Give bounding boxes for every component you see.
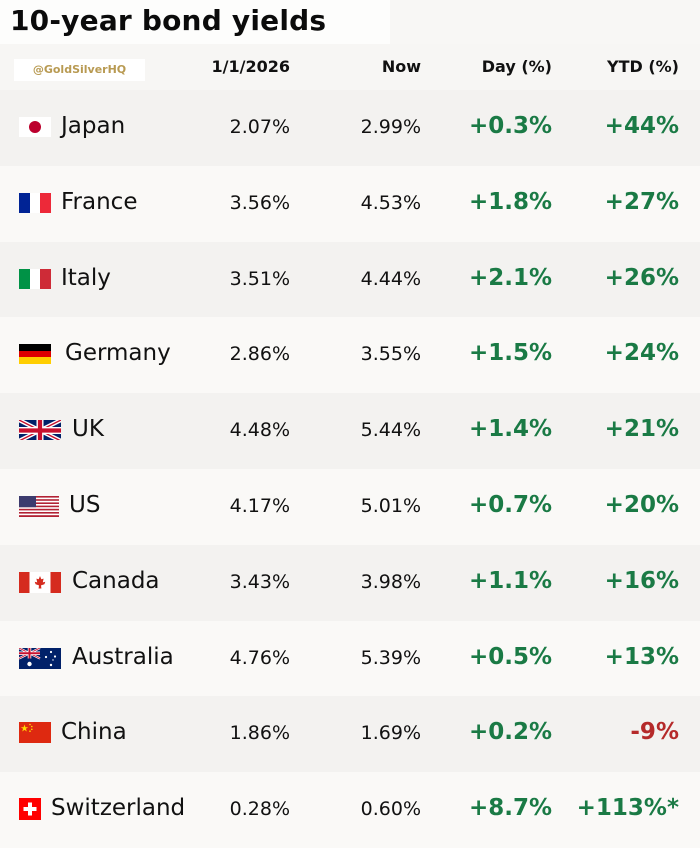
header-now: Now (381, 57, 421, 76)
germany-flag-icon (19, 344, 51, 365)
japan-flag-icon (19, 117, 51, 137)
table-row: Australia 4.76% 5.39% +0.5% +13% (0, 620, 700, 697)
table-row: US 4.17% 5.01% +0.7% +20% (0, 468, 700, 545)
now-yield: 4.44% (360, 267, 421, 290)
now-yield: 2.99% (360, 116, 421, 138)
country-name: Switzerland (51, 795, 186, 822)
table-row: Japan 2.07% 2.99% +0.3% +44% (0, 90, 700, 166)
start-yield: 4.17% (229, 494, 290, 517)
ytd-change: +26% (604, 264, 679, 291)
italy-flag-icon (19, 268, 51, 289)
canada-flag-icon (19, 571, 61, 593)
bond-yield-table: Japan 2.07% 2.99% +0.3% +44% France 3.56… (0, 90, 700, 848)
now-yield: 3.98% (360, 570, 421, 593)
country-name: Canada (72, 567, 160, 594)
day-change: +2.1% (468, 264, 552, 291)
country-name: France (61, 188, 138, 215)
start-yield: 4.76% (229, 646, 290, 669)
table-row: Italy 3.51% 4.44% +2.1% +26% (0, 241, 700, 318)
day-change: +1.5% (468, 340, 552, 367)
start-yield: 3.43% (229, 570, 290, 593)
ytd-change: +113%* (576, 795, 679, 822)
day-change: +1.8% (468, 188, 552, 215)
start-yield: 2.86% (229, 343, 290, 366)
now-yield: 4.53% (360, 191, 421, 214)
header-start-date: 1/1/2026 (211, 57, 290, 76)
country-name: Japan (61, 113, 126, 139)
uk-flag-icon (19, 420, 61, 441)
start-yield: 3.56% (229, 191, 290, 214)
start-yield: 3.51% (229, 267, 290, 290)
title-box (0, 0, 390, 44)
now-yield: 5.01% (360, 494, 421, 517)
start-yield: 2.07% (229, 116, 290, 138)
ytd-change: +44% (604, 113, 679, 139)
country-name: Germany (65, 340, 171, 367)
now-yield: 0.60% (360, 798, 421, 821)
table-row: Germany 2.86% 3.55% +1.5% +24% (0, 317, 700, 394)
australia-flag-icon (19, 647, 61, 669)
ytd-change: +27% (604, 188, 679, 215)
now-yield: 1.69% (360, 722, 421, 745)
table-row: China 1.86% 1.69% +0.2% -9% (0, 696, 700, 773)
day-change: +0.3% (468, 113, 552, 139)
now-yield: 3.55% (360, 343, 421, 366)
us-flag-icon (19, 495, 59, 517)
watermark: @GoldSilverHQ (14, 59, 145, 81)
header-ytd-change: YTD (%) (606, 57, 679, 76)
ytd-change: -9% (630, 719, 679, 746)
page-title: 10-year bond yields (10, 4, 327, 37)
table-header: @GoldSilverHQ 1/1/2026 Now Day (%) YTD (… (0, 44, 700, 90)
now-yield: 5.39% (360, 646, 421, 669)
day-change: +0.2% (468, 719, 552, 746)
table-row: Switzerland 0.28% 0.60% +8.7% +113%* (0, 772, 700, 848)
ytd-change: +13% (604, 643, 679, 670)
now-yield: 5.44% (360, 419, 421, 442)
country-name: Italy (61, 264, 111, 291)
table-row: UK 4.48% 5.44% +1.4% +21% (0, 393, 700, 469)
country-name: UK (72, 416, 104, 443)
france-flag-icon (19, 192, 51, 213)
country-name: US (69, 491, 101, 518)
table-row: Canada 3.43% 3.98% +1.1% +16% (0, 544, 700, 621)
switzerland-flag-icon (19, 798, 41, 821)
ytd-change: +24% (604, 340, 679, 367)
country-name: China (61, 719, 127, 746)
day-change: +0.5% (468, 643, 552, 670)
start-yield: 4.48% (229, 419, 290, 442)
ytd-change: +21% (604, 416, 679, 443)
day-change: +1.4% (468, 416, 552, 443)
header-day-change: Day (%) (481, 57, 552, 76)
ytd-change: +20% (604, 491, 679, 518)
country-name: Australia (72, 643, 174, 670)
start-yield: 0.28% (229, 798, 290, 821)
table-row: France 3.56% 4.53% +1.8% +27% (0, 165, 700, 242)
day-change: +0.7% (468, 491, 552, 518)
start-yield: 1.86% (229, 722, 290, 745)
day-change: +8.7% (468, 795, 552, 822)
day-change: +1.1% (468, 567, 552, 594)
ytd-change: +16% (604, 567, 679, 594)
china-flag-icon (19, 722, 51, 744)
